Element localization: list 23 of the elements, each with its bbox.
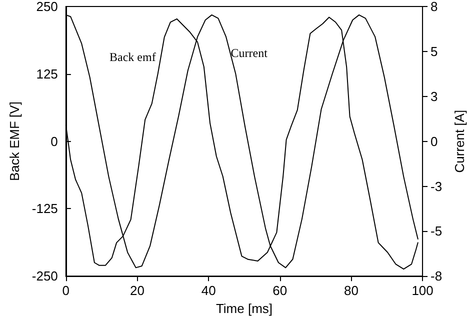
x-tick-label: 80 — [344, 283, 358, 298]
series-label: Back emf — [110, 50, 156, 64]
x-tick-label: 60 — [272, 283, 288, 298]
y2-tick-label: -8 — [430, 268, 442, 284]
y-tick-label: -125 — [32, 201, 58, 216]
y2-tick-label: 8 — [430, 0, 438, 14]
y2-tick-label: 3 — [430, 88, 438, 104]
y-axis-title: Back EMF [V] — [7, 102, 22, 182]
x-tick-label: 0 — [62, 283, 70, 298]
y2-tick-label: 5 — [430, 44, 438, 59]
series-label: Current — [230, 46, 268, 60]
y-tick-label: 0 — [50, 134, 58, 149]
y2-tick-label: -3 — [430, 178, 442, 194]
x-tick-label: 40 — [201, 283, 216, 298]
y-tick-label: 250 — [36, 0, 58, 14]
x-tick-label: 100 — [412, 283, 434, 298]
x-tick-label: 20 — [130, 283, 144, 298]
y2-tick-label: 0 — [430, 134, 438, 149]
y-tick-label: -250 — [32, 268, 58, 284]
y2-axis-title: Current [A] — [452, 110, 467, 173]
y-tick-label: 125 — [36, 66, 58, 82]
y2-tick-label: -5 — [430, 224, 442, 239]
x-axis-title: Time [ms] — [216, 301, 273, 316]
